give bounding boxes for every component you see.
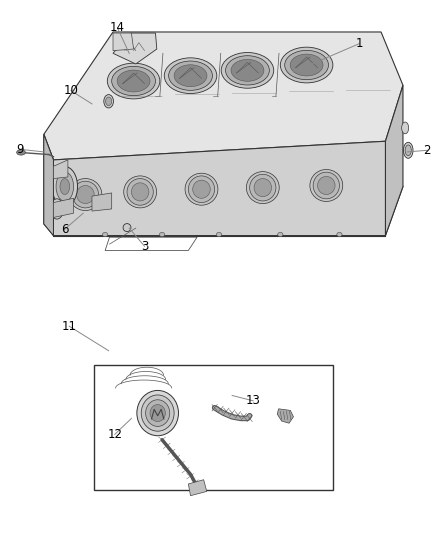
Ellipse shape [216, 232, 222, 237]
Polygon shape [53, 160, 68, 179]
Ellipse shape [313, 172, 339, 199]
Polygon shape [277, 409, 293, 423]
Ellipse shape [402, 122, 409, 134]
Ellipse shape [117, 70, 150, 92]
Ellipse shape [285, 50, 328, 80]
Polygon shape [44, 134, 53, 236]
Ellipse shape [56, 172, 74, 201]
Ellipse shape [137, 390, 179, 436]
Ellipse shape [159, 232, 165, 237]
Ellipse shape [141, 395, 174, 431]
Polygon shape [53, 141, 403, 236]
Polygon shape [385, 85, 403, 236]
Text: 14: 14 [110, 21, 125, 34]
Ellipse shape [104, 94, 113, 108]
Ellipse shape [169, 61, 212, 91]
Ellipse shape [60, 179, 70, 195]
Ellipse shape [150, 405, 166, 422]
Polygon shape [44, 32, 403, 160]
Ellipse shape [254, 179, 272, 197]
Polygon shape [53, 198, 74, 217]
Ellipse shape [231, 59, 264, 81]
Ellipse shape [290, 54, 323, 76]
Ellipse shape [221, 53, 274, 88]
Ellipse shape [53, 203, 61, 215]
Ellipse shape [127, 179, 153, 205]
Ellipse shape [124, 176, 157, 208]
Bar [94, 365, 333, 490]
Ellipse shape [145, 400, 170, 426]
Text: 1: 1 [355, 37, 363, 50]
Ellipse shape [17, 150, 25, 155]
Polygon shape [44, 134, 53, 236]
Ellipse shape [246, 172, 279, 204]
Polygon shape [113, 33, 157, 64]
Polygon shape [92, 193, 112, 211]
Ellipse shape [72, 181, 99, 208]
Ellipse shape [185, 173, 218, 205]
Ellipse shape [107, 63, 160, 99]
Ellipse shape [280, 47, 333, 83]
Text: 9: 9 [16, 143, 24, 156]
Polygon shape [188, 480, 207, 496]
Ellipse shape [318, 176, 335, 195]
Text: 13: 13 [246, 394, 261, 407]
Ellipse shape [69, 179, 102, 211]
Ellipse shape [226, 55, 269, 85]
Ellipse shape [405, 145, 411, 156]
Ellipse shape [131, 183, 149, 201]
Ellipse shape [106, 97, 112, 106]
Ellipse shape [123, 224, 131, 232]
Text: 6: 6 [61, 223, 69, 236]
Ellipse shape [102, 232, 108, 237]
Ellipse shape [188, 176, 215, 203]
Text: 3: 3 [141, 240, 148, 253]
Polygon shape [113, 33, 134, 51]
Ellipse shape [193, 180, 210, 198]
Ellipse shape [337, 232, 342, 237]
Ellipse shape [50, 199, 64, 219]
Ellipse shape [278, 232, 283, 237]
Text: 10: 10 [64, 84, 78, 97]
Ellipse shape [164, 58, 217, 94]
Ellipse shape [174, 65, 207, 86]
Ellipse shape [250, 174, 276, 201]
Ellipse shape [112, 66, 155, 96]
Ellipse shape [77, 185, 94, 204]
Text: 2: 2 [423, 144, 431, 157]
Ellipse shape [403, 142, 413, 158]
Text: 11: 11 [62, 320, 77, 333]
Ellipse shape [52, 166, 78, 207]
Text: 12: 12 [107, 428, 122, 441]
Ellipse shape [310, 169, 343, 201]
